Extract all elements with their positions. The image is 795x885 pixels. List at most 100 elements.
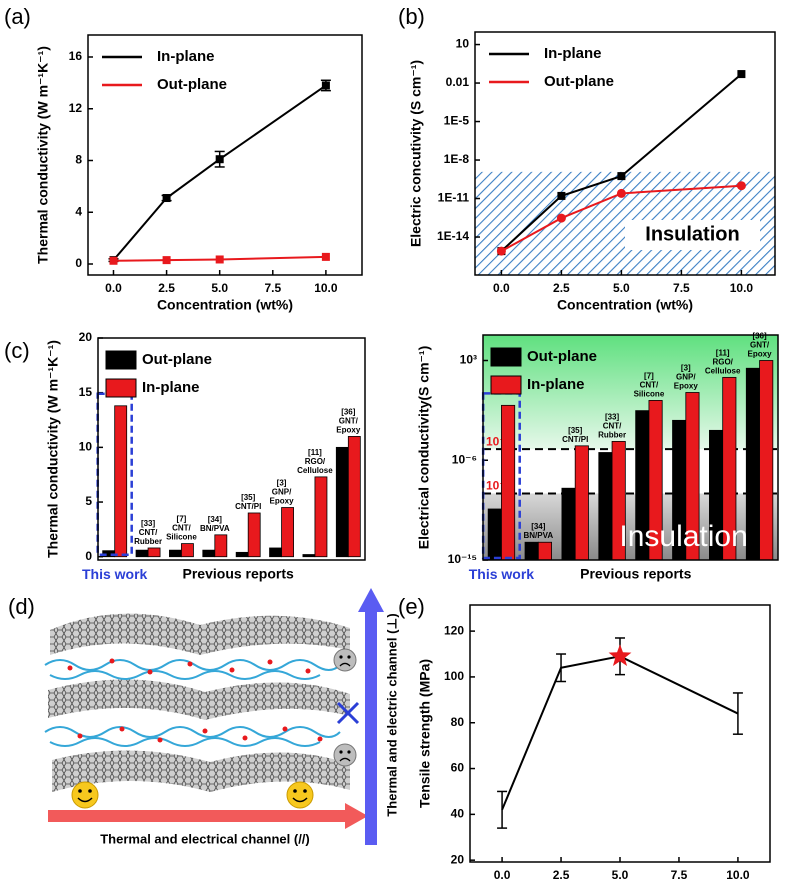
- category-line: Rubber: [598, 431, 626, 440]
- category-line: [36]: [752, 332, 767, 341]
- x-tick-label: 7.5: [673, 281, 690, 295]
- legend-swatch: [490, 347, 522, 367]
- category-label: [33] CNT/Rubber: [598, 413, 626, 440]
- bar: [169, 549, 182, 558]
- marker: [617, 172, 626, 181]
- category-label: [36] GNT/Epoxy: [336, 408, 361, 435]
- marker: [215, 255, 224, 264]
- x-tick-label: 0.0: [105, 281, 122, 295]
- category-line: [7]: [644, 372, 654, 381]
- x-axis-label: Previous reports: [183, 566, 294, 582]
- chart-panel: (a) 0 4 8 12 16 0.0 2.5 5.0 7.5 10.0 Concentration …: [4, 4, 363, 313]
- y-axis-label: Electric concutivity (S cm⁻¹): [408, 60, 424, 247]
- y-tick-label: 60: [451, 761, 465, 775]
- bar: [347, 436, 361, 558]
- plot-frame: [87, 34, 363, 276]
- bar: [281, 507, 294, 558]
- x-axis-label: Concentration (wt%): [557, 297, 693, 313]
- category-label: [33] CNT/Rubber: [134, 519, 162, 546]
- marker: [737, 70, 746, 79]
- category-line: [34]: [208, 515, 223, 524]
- category-line: CNT/PI: [235, 502, 261, 511]
- panel-label: (e): [398, 594, 425, 619]
- graphene-layer: [52, 750, 350, 792]
- bar: [302, 554, 316, 558]
- plot-frame: [482, 334, 779, 561]
- y-tick-label: 1E-14: [437, 229, 469, 243]
- x-tick-label: 10.0: [730, 281, 754, 295]
- category-line: CNT/: [139, 528, 158, 537]
- category-line: [7]: [177, 515, 187, 524]
- category-line: [33]: [605, 413, 620, 422]
- category-line: [35]: [568, 426, 583, 435]
- marker: [496, 246, 506, 256]
- y-tick-label: 10⁻¹⁵: [448, 552, 477, 566]
- category-line: Epoxy: [336, 426, 361, 435]
- bar: [574, 445, 589, 561]
- y-tick-label: 4: [75, 204, 82, 218]
- marker: [616, 188, 626, 198]
- legend-label: Out-plane: [157, 76, 227, 93]
- y-tick-label: 0: [75, 256, 82, 270]
- y-tick-label: 10: [79, 440, 93, 454]
- category-label: [11] RGO/Cellulose: [705, 348, 741, 375]
- category-label: This work: [82, 566, 148, 582]
- x-tick-label: 2.5: [158, 281, 175, 295]
- chart-panel: (e) 20 40 60 80 100 120 0.0 2.5 5.0 7.5 10.0 Content…: [398, 594, 771, 885]
- polymer-chains: [44, 659, 341, 747]
- horizontal-label: Thermal and electrical channel (//): [100, 831, 310, 846]
- y-tick-label: 1E-5: [444, 114, 470, 128]
- category-line: RGO/: [712, 357, 733, 366]
- x-tick-label: 5.0: [211, 281, 228, 295]
- category-line: Cellulose: [297, 466, 333, 475]
- y-tick-label: 20: [451, 852, 465, 866]
- category-line: Silicone: [166, 533, 197, 542]
- marker: [109, 256, 118, 265]
- error-bar: [497, 790, 508, 829]
- happy-face: [286, 781, 314, 809]
- category-line: [3]: [681, 364, 691, 373]
- category-line: Rubber: [134, 537, 162, 546]
- category-line: [35]: [241, 493, 256, 502]
- bar: [759, 360, 774, 561]
- category-line: GNP/: [676, 373, 696, 382]
- category-label: [34] BN/PVA: [523, 522, 553, 540]
- y-tick-label: 10⁻⁶: [452, 452, 477, 466]
- x-tick-label: 7.5: [264, 281, 281, 295]
- bar: [181, 543, 194, 558]
- legend-label: Out-plane: [527, 348, 597, 365]
- y-tick-label: 1E-8: [444, 152, 470, 166]
- marker: [321, 81, 330, 90]
- y-tick-label: 40: [451, 807, 465, 821]
- category-line: Epoxy: [674, 382, 699, 391]
- marker: [162, 256, 171, 265]
- y-tick-label: 5: [85, 494, 92, 508]
- vertical-arrow: [358, 588, 384, 845]
- chart-panel: (b) 1E-14 1E-11 1E-8 1E-5 0.01 10 0.0 2.5 5.0 7.5 1…: [398, 4, 776, 313]
- molecules: [67, 658, 323, 743]
- category-line: BN/PVA: [200, 524, 230, 533]
- category-line: Silicone: [634, 390, 665, 399]
- series-line: [500, 184, 742, 252]
- graphene-layer: [50, 613, 350, 655]
- bar: [487, 508, 502, 561]
- x-tick-label: 0.0: [494, 868, 511, 882]
- category-line: RGO/: [305, 457, 326, 466]
- y-tick-label: 1E-11: [438, 191, 470, 205]
- graphene-layer: [48, 679, 350, 720]
- y-tick-label: 20: [79, 330, 93, 344]
- category-label: [35] CNT/PI: [235, 493, 261, 511]
- category-label: [34] BN/PVA: [200, 515, 230, 533]
- category-line: Epoxy: [748, 350, 773, 359]
- panel-label: (b): [398, 4, 425, 29]
- category-label: [11] RGO/Cellulose: [297, 448, 333, 475]
- category-line: CNT/PI: [562, 435, 588, 444]
- legend-swatch: [490, 375, 522, 395]
- sad-face: [333, 648, 357, 672]
- category-line: [34]: [531, 522, 546, 531]
- series-line: [500, 73, 743, 252]
- legend-label: Out-plane: [142, 351, 212, 368]
- x-axis-label: Previous reports: [580, 566, 691, 582]
- bar: [745, 367, 760, 561]
- bar: [114, 405, 128, 558]
